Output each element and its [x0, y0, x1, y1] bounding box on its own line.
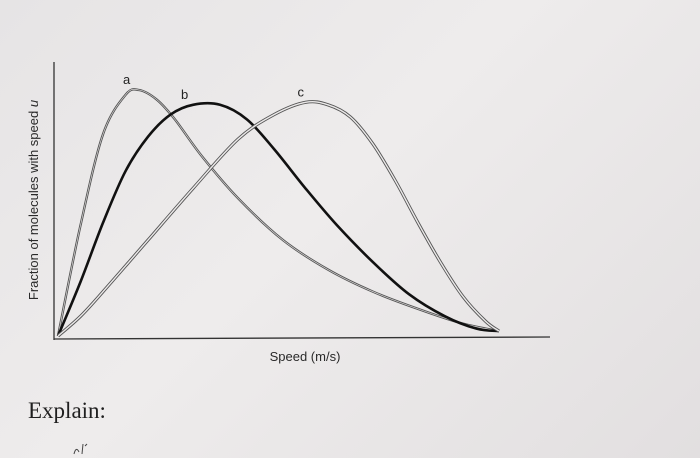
curve-label-a: a — [123, 72, 131, 87]
x-axis-label: Speed (m/s) — [269, 349, 341, 364]
series-a-line — [56, 88, 500, 337]
series-a-curve — [56, 88, 500, 337]
y-axis-label: Fraction of molecules with speed u — [26, 99, 41, 301]
x-axis-line — [53, 336, 551, 340]
series-a-inner — [57, 88, 500, 337]
series-c-line — [56, 100, 500, 338]
curve-labels: a b c — [123, 72, 305, 102]
handwriting-mark — [73, 443, 88, 455]
series-c-inner — [57, 100, 500, 337]
series-b-line — [56, 101, 500, 337]
series-c-curve — [56, 100, 500, 338]
curve-label-c: c — [298, 84, 305, 99]
curve-label-b: b — [181, 87, 188, 102]
explain-prompt: Explain: — [28, 398, 106, 423]
chart-axes — [53, 62, 551, 340]
series-b-curve — [56, 101, 500, 337]
chart-curves — [56, 88, 500, 338]
